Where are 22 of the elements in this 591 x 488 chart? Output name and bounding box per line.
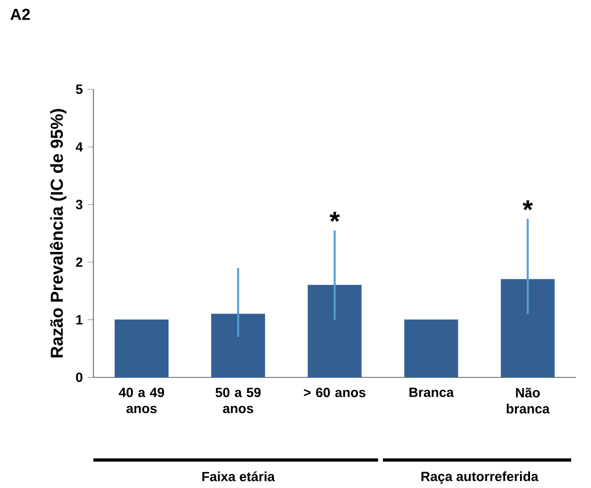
x-tick-label: 40 a 49 anos [118,388,164,414]
bar [308,284,362,378]
bar [211,314,266,378]
x-tick-label: Branca [410,388,454,398]
bar [404,319,458,378]
y-tick-label: 1 [76,315,83,324]
text: Faixa etária [202,471,275,482]
x-tick-label: 50 a 59 anos [216,388,261,414]
y-tick-label: 3 [76,200,82,210]
chart-title: A2 [10,8,30,20]
annotation: * [522,200,533,210]
annotation: * [330,212,340,222]
y-tick-label: 0 [76,372,82,382]
y-tick-label: 2 [76,257,82,267]
y-axis-title: Razão Prevalência (IC de 95%) [50,108,66,358]
x-tick-label: Não branca [506,388,550,414]
text: Raça autorreferida [421,471,538,484]
y-tick-label: 5 [76,84,83,94]
bar [500,279,555,378]
x-tick-label: > 60 anos [304,388,366,398]
y-tick-label: 4 [76,142,83,152]
bar [114,319,169,378]
